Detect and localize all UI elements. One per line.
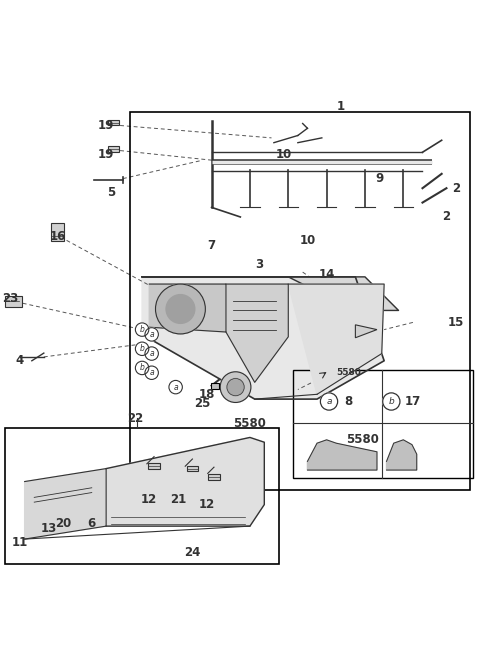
Polygon shape (142, 277, 398, 311)
Text: 7: 7 (207, 239, 216, 252)
Text: 5: 5 (107, 187, 115, 199)
Circle shape (135, 342, 149, 355)
Text: b: b (140, 363, 144, 373)
Text: 12: 12 (199, 498, 215, 511)
Circle shape (135, 361, 149, 374)
Bar (187, 465, 198, 471)
Text: 19: 19 (98, 148, 114, 161)
Circle shape (145, 366, 158, 379)
Polygon shape (386, 440, 417, 470)
Circle shape (383, 393, 400, 410)
Text: 10: 10 (300, 234, 315, 248)
Text: 25: 25 (194, 397, 210, 410)
Text: 1: 1 (337, 100, 345, 114)
Text: 19: 19 (98, 120, 114, 132)
Text: 2: 2 (452, 182, 460, 195)
Bar (51, 222, 64, 241)
Text: 5580: 5580 (336, 369, 361, 377)
Text: 15: 15 (448, 316, 464, 329)
Text: 13: 13 (40, 522, 57, 535)
Text: 4: 4 (16, 355, 24, 367)
Text: 5580: 5580 (346, 434, 379, 446)
Polygon shape (288, 284, 384, 394)
Circle shape (320, 393, 337, 410)
Circle shape (169, 380, 182, 394)
Text: 21: 21 (170, 493, 186, 506)
Text: 5580: 5580 (233, 416, 266, 430)
Bar (208, 474, 220, 479)
Bar (108, 146, 119, 152)
Circle shape (145, 347, 158, 361)
Text: a: a (149, 349, 154, 358)
Text: 3: 3 (255, 258, 264, 272)
Bar (130, 112, 470, 490)
Text: 2: 2 (443, 210, 451, 224)
Text: a: a (326, 397, 332, 406)
Bar (5, 296, 22, 307)
Text: 22: 22 (127, 412, 143, 425)
Text: 12: 12 (141, 493, 157, 506)
Polygon shape (106, 438, 264, 526)
Text: b: b (140, 344, 144, 353)
Text: b: b (388, 397, 394, 406)
Text: 17: 17 (405, 395, 421, 408)
Circle shape (145, 328, 158, 341)
Bar (293, 371, 473, 478)
Polygon shape (355, 325, 377, 338)
Polygon shape (142, 277, 384, 399)
Text: a: a (173, 382, 178, 392)
Bar (5, 428, 279, 564)
Polygon shape (308, 440, 377, 470)
Bar (108, 120, 119, 125)
Circle shape (156, 284, 205, 334)
Text: 6: 6 (88, 517, 96, 531)
Text: a: a (149, 369, 154, 377)
Polygon shape (24, 469, 106, 539)
Circle shape (227, 378, 244, 396)
Text: 8: 8 (344, 395, 352, 408)
Text: 11: 11 (12, 537, 28, 549)
Circle shape (135, 323, 149, 336)
Polygon shape (149, 284, 226, 332)
Circle shape (166, 295, 195, 323)
Polygon shape (226, 284, 288, 382)
Text: 9: 9 (375, 172, 384, 185)
Text: 10: 10 (276, 148, 292, 161)
Text: a: a (149, 330, 154, 339)
Text: 20: 20 (55, 517, 71, 531)
Text: 23: 23 (2, 292, 18, 305)
Text: 14: 14 (318, 268, 335, 281)
Bar (148, 463, 160, 469)
Text: 16: 16 (50, 230, 66, 242)
Text: 24: 24 (184, 546, 201, 559)
Text: b: b (140, 325, 144, 334)
Circle shape (220, 372, 251, 402)
Text: 18: 18 (199, 388, 215, 401)
Bar (211, 383, 219, 388)
